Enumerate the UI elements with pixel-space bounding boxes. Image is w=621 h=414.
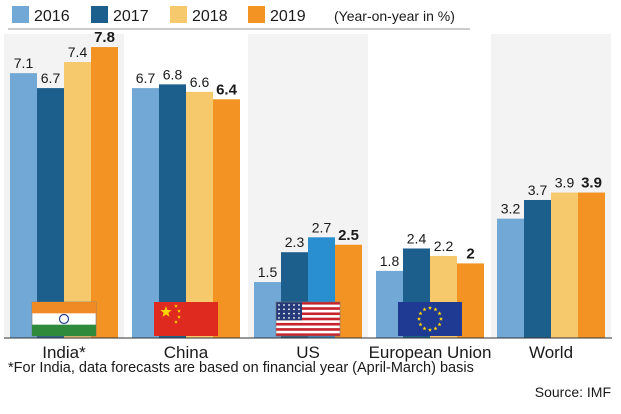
bar-world-2018 xyxy=(551,192,578,338)
bar-china-2018 xyxy=(186,91,213,338)
value-label-european-union-2017: 2.4 xyxy=(407,230,427,246)
value-label-india-2016: 7.1 xyxy=(14,55,34,71)
bar-group-world: 3.2 3.7 3.9 3.9 xyxy=(497,175,605,338)
value-label-india-2017: 6.7 xyxy=(41,70,61,86)
category-label-india: India* xyxy=(42,343,86,362)
china-flag xyxy=(154,302,218,336)
legend-swatch-2016 xyxy=(12,6,29,23)
value-label-world-2016: 3.2 xyxy=(501,201,521,217)
bar-group-european-union: 1.8 2.4 2.2 2 xyxy=(376,230,484,338)
value-label-european-union-2016: 1.8 xyxy=(380,253,400,269)
legend-swatch-2017 xyxy=(91,6,108,23)
us-flag xyxy=(275,301,341,337)
footnote: *For India, data forecasts are based on … xyxy=(8,360,474,376)
bar-china-2016 xyxy=(132,88,159,338)
bar-india-2016 xyxy=(10,73,37,339)
legend: 2016 2017 2018 2019 (Year-on-year in %) xyxy=(8,6,470,30)
category-label-china: China xyxy=(164,343,209,362)
value-label-us-2017: 2.3 xyxy=(285,234,305,250)
bar-world-2016 xyxy=(497,218,524,338)
value-label-china-2017: 6.8 xyxy=(163,66,183,82)
bar-china-2019 xyxy=(213,99,240,338)
legend-label-2018: 2018 xyxy=(192,8,228,25)
value-label-india-2018: 7.4 xyxy=(68,44,88,60)
bar-india-2018 xyxy=(64,61,91,338)
value-label-china-2016: 6.7 xyxy=(136,70,156,86)
value-label-us-2016: 1.5 xyxy=(258,264,278,280)
legend-label-2016: 2016 xyxy=(34,8,70,25)
value-label-world-2018: 3.9 xyxy=(555,175,575,191)
india-flag xyxy=(31,301,97,337)
value-label-us-2018: 2.7 xyxy=(312,219,332,235)
value-label-world-2017: 3.7 xyxy=(528,182,548,198)
category-label-european-union: European Union xyxy=(369,343,492,362)
value-label-china-2019: 6.4 xyxy=(216,81,238,98)
bar-world-2019 xyxy=(578,192,605,338)
bar-india-2017 xyxy=(37,88,64,338)
bar-group-china: 6.7 6.8 6.6 6.4 xyxy=(132,66,240,338)
legend-label-2019: 2019 xyxy=(270,8,306,25)
source-note: Source: IMF xyxy=(534,384,611,400)
bar-group-india: 7.1 6.7 7.4 7.8 xyxy=(10,29,118,339)
value-label-india-2019: 7.8 xyxy=(94,29,115,46)
value-label-european-union-2018: 2.2 xyxy=(434,238,454,254)
bar-world-2017 xyxy=(524,199,551,338)
value-label-world-2019: 3.9 xyxy=(581,175,602,192)
bar-china-2017 xyxy=(159,84,186,338)
value-label-china-2018: 6.6 xyxy=(190,74,210,90)
legend-swatch-2018 xyxy=(170,6,187,23)
value-label-european-union-2019: 2 xyxy=(466,245,474,262)
legend-swatch-2019 xyxy=(248,6,265,23)
legend-note: (Year-on-year in %) xyxy=(334,8,455,24)
eu-flag xyxy=(398,302,462,336)
bar-india-2019 xyxy=(91,47,118,339)
category-label-us: US xyxy=(296,343,320,362)
legend-label-2017: 2017 xyxy=(113,8,149,25)
value-label-us-2019: 2.5 xyxy=(338,227,359,244)
category-label-world: World xyxy=(529,343,573,362)
